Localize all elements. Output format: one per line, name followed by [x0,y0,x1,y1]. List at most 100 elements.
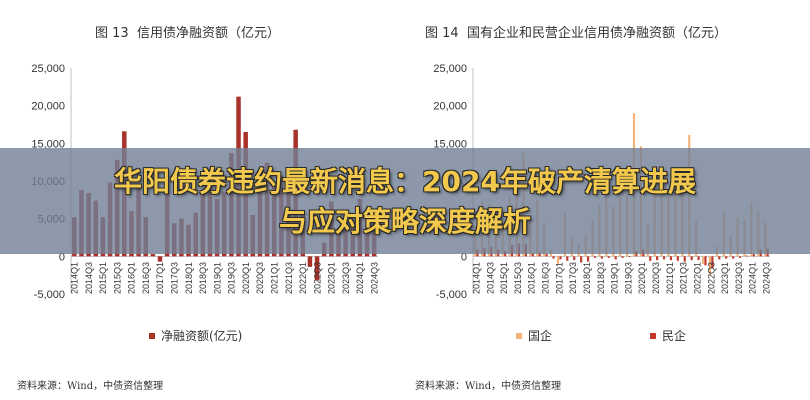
y-tick-label: 25,000 [31,63,65,75]
x-tick-label: 2021Q1 [665,262,675,294]
x-tick-label: 2022Q1 [298,262,308,294]
x-tick-label: 2022Q3 [312,262,322,294]
legend-swatch [149,333,155,339]
chart-title-text-left: 信用债净融资额（亿元） [136,26,280,41]
x-tick-label: 2018Q3 [596,262,606,294]
bar [580,256,583,263]
bar [307,256,313,267]
bar [656,256,659,261]
x-tick-label: 2023Q3 [341,262,351,294]
bar [649,256,652,261]
y-tick-label: -5,000 [436,289,467,301]
bar [738,256,742,258]
x-tick-label: 2014Q3 [84,262,94,294]
bar [538,252,541,257]
bar [559,256,562,260]
x-tick-label: 2014Q1 [70,262,80,294]
bar [711,256,714,269]
y-tick-label: 0 [59,251,65,263]
bar [157,256,163,262]
x-tick-label: 2022Q3 [706,262,716,294]
bar [621,256,624,258]
x-tick-label: 2021Q3 [284,262,294,294]
bar [628,256,631,258]
x-tick-label: 2014Q1 [471,262,481,294]
bar [697,256,700,261]
bar [607,256,610,258]
x-tick-label: 2016Q3 [141,262,151,294]
legend-swatch [650,333,656,339]
legend-label: 净融资额(亿元) [161,328,242,343]
bar [718,256,721,260]
headline-line-1: 华阳债券违约最新消息：2024年破产清算进展 [114,165,696,198]
source-note-right: 资料来源：Wind，中债资信整理 [415,381,562,392]
y-tick-label: 25,000 [433,63,467,75]
x-tick-label: 2017Q1 [155,262,165,294]
legend-label: 国企 [528,328,552,343]
x-tick-label: 2020Q1 [241,262,251,294]
bar [732,256,735,259]
bar [150,254,156,257]
chart-title-text-right: 国有企业和民营企业信用债净融资额（亿元） [466,26,727,41]
bar [662,256,666,260]
bar [586,256,590,262]
x-tick-label: 2021Q3 [679,262,689,294]
headline-banner [0,148,810,254]
x-tick-label: 2016Q1 [527,262,537,294]
x-tick-label: 2020Q1 [637,262,647,294]
chart-title-left: 图 13 信用债净融资额（亿元） [95,22,280,41]
x-tick-label: 2017Q1 [554,262,564,294]
y-tick-label: 15,000 [433,138,467,150]
x-tick-label: 2015Q1 [499,262,509,294]
bar [314,256,320,281]
bar [704,256,707,266]
x-tick-label: 2024Q1 [355,262,365,294]
x-tick-label: 2018Q1 [582,262,592,294]
x-tick-label: 2020Q3 [651,262,661,294]
y-tick-label: 0 [461,251,467,263]
bar [701,256,705,264]
y-tick-label: 20,000 [31,101,65,113]
bar [745,255,749,257]
legend-label: 民企 [662,328,686,343]
x-tick-label: 2024Q3 [369,262,379,294]
headline-line-2: 与应对策略深度解析 [278,205,531,238]
x-tick-label: 2016Q3 [541,262,551,294]
bar [690,256,693,261]
figure-label-left: 图 13 [95,26,129,41]
x-tick-label: 2023Q1 [327,262,337,294]
bar [545,254,548,257]
bar [708,256,712,276]
bar [614,256,617,260]
bar [676,256,679,261]
x-tick-label: 2023Q1 [720,262,730,294]
bar [593,256,597,258]
bar [683,256,686,262]
bar [531,253,534,257]
x-tick-label: 2019Q1 [212,262,222,294]
x-tick-label: 2016Q1 [127,262,137,294]
x-tick-label: 2020Q3 [255,262,265,294]
bar [566,256,569,261]
x-tick-label: 2023Q3 [734,262,744,294]
y-tick-label: -5,000 [34,289,65,301]
bar [752,254,755,257]
bar [573,256,576,261]
x-tick-label: 2022Q1 [692,262,702,294]
bar [669,256,673,261]
y-tick-label: 15,000 [31,138,65,150]
bar [556,256,560,264]
bar [725,256,728,259]
x-tick-label: 2018Q1 [184,262,194,294]
y-tick-label: 20,000 [433,101,467,113]
chart-title-right: 图 14 国有企业和民营企业信用债净融资额（亿元） [425,22,727,41]
x-tick-label: 2024Q1 [748,262,758,294]
legend-swatch [516,333,522,339]
x-tick-label: 2015Q1 [98,262,108,294]
bar [552,256,555,259]
x-tick-label: 2021Q1 [269,262,279,294]
source-note-left: 资料来源：Wind，中债资信整理 [17,381,164,392]
x-tick-label: 2017Q3 [170,262,180,294]
x-tick-label: 2019Q1 [610,262,620,294]
x-tick-label: 2014Q3 [485,262,495,294]
